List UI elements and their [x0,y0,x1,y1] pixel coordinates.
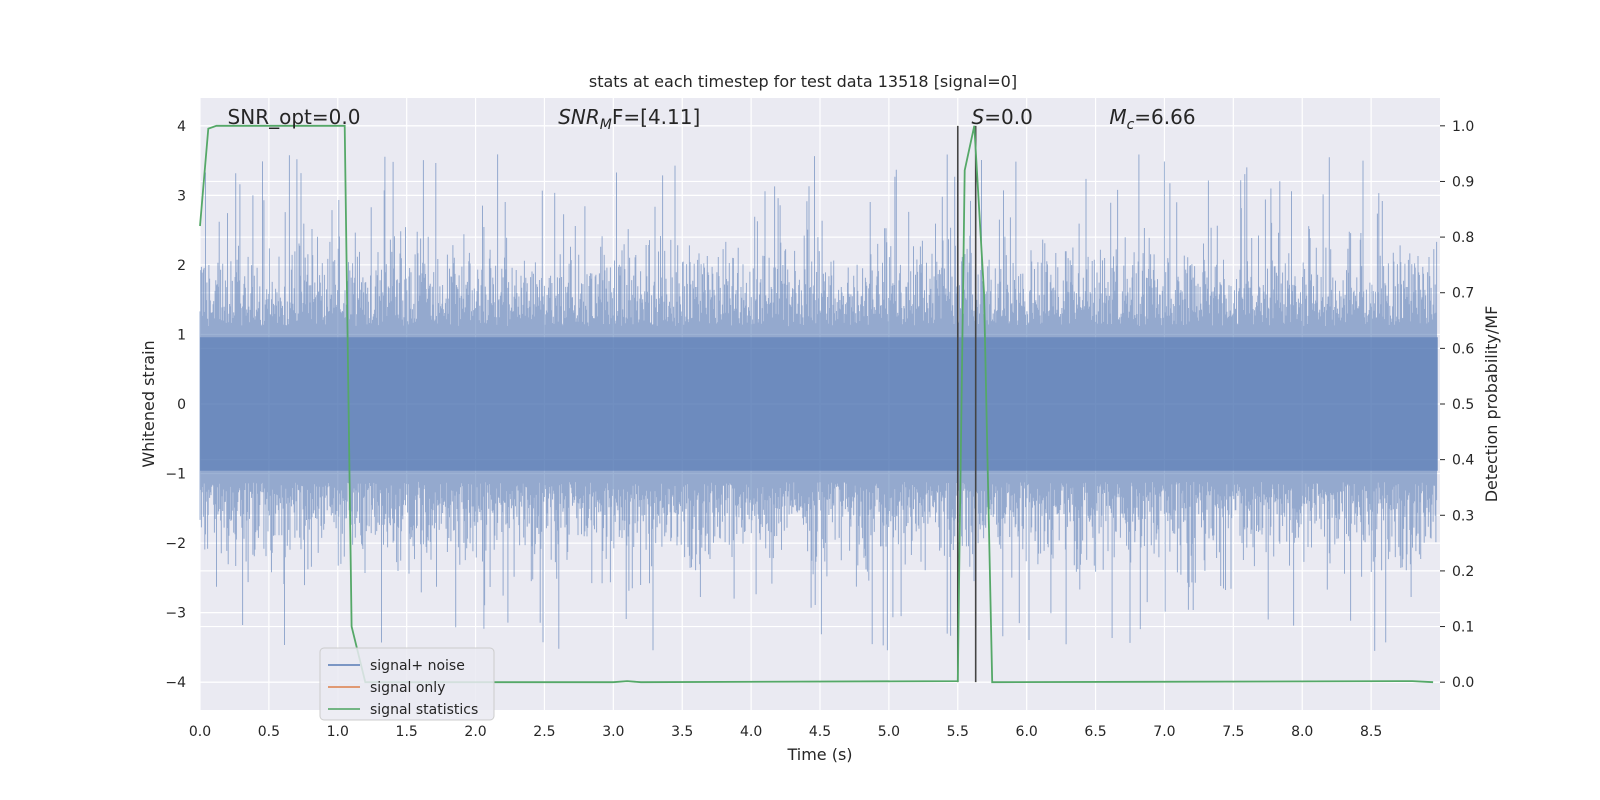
chart-title: stats at each timestep for test data 135… [589,72,1017,91]
right-y-tick-label: 0.1 [1452,620,1474,636]
noise-spikes [199,154,1438,651]
annotation: Mc=6.66 [1109,105,1195,133]
annotation: SNRMF=[4.11] [558,105,700,133]
y-tick-label: −1 [165,467,186,483]
legend-label: signal only [370,680,445,696]
annotations: SNR_opt=0.0 SNRMF=[4.11] S=0.0 Mc=6.66 [228,105,1196,133]
right-y-tick-labels: 1.0 0.9 0.8 0.7 0.6 0.5 0.4 0.3 0.2 0.1 0.0 [1440,119,1474,691]
signal-statistics-line [199,124,1434,684]
x-tick-label: 8.0 [1291,724,1313,740]
x-tick-label: 8.5 [1360,724,1382,740]
x-tick-label: 6.0 [1016,724,1038,740]
legend-label: signal+ noise [370,658,465,674]
right-y-tick-label: 0.0 [1452,675,1474,691]
x-tick-label: 1.5 [396,724,418,740]
right-y-tick-label: 0.6 [1452,341,1474,357]
x-tick-label: 5.5 [947,724,969,740]
right-y-tick-label: 0.2 [1452,564,1474,580]
y-tick-labels: 4 3 2 1 0 −1 −2 −3 −4 [165,119,186,691]
y-tick-label: 3 [177,188,186,204]
right-y-tick-label: 0.7 [1452,286,1474,302]
x-tick-label: 0.5 [258,724,280,740]
annotation: S=0.0 [972,105,1033,129]
y-tick-label: −3 [165,606,186,622]
y-tick-label: −4 [165,675,186,691]
x-tick-label: 2.5 [533,724,555,740]
x-tick-label: 3.5 [671,724,693,740]
x-tick-label: 7.5 [1222,724,1244,740]
y-tick-label: 0 [177,397,186,413]
right-y-tick-label: 0.9 [1452,174,1474,190]
x-tick-label: 7.0 [1153,724,1175,740]
series-signal-statistics [199,124,1434,684]
y-tick-label: 2 [177,258,186,274]
y-tick-label: 1 [177,327,186,343]
right-y-axis-label: Detection probability/MF [1482,306,1501,503]
x-tick-label: 2.0 [464,724,486,740]
x-tick-label: 1.0 [327,724,349,740]
legend-box [319,647,495,721]
x-tick-label: 4.5 [809,724,831,740]
marker-lines [956,125,977,683]
y-tick-label: 4 [177,119,186,135]
series-signal-noise [199,154,1438,651]
right-y-tick-label: 1.0 [1452,119,1474,135]
right-y-tick-label: 0.3 [1452,508,1474,524]
x-tick-labels: 0.0 0.5 1.0 1.5 2.0 2.5 3.0 3.5 4.0 4.5 5.0 5.5 6.0 6… [189,724,1382,740]
x-axis-label: Time (s) [786,745,852,764]
x-tick-label: 5.0 [878,724,900,740]
x-tick-label: 6.5 [1084,724,1106,740]
x-tick-label: 3.0 [602,724,624,740]
right-y-tick-label: 0.4 [1452,453,1474,469]
x-tick-label: 0.0 [189,724,211,740]
right-y-tick-label: 0.5 [1452,397,1474,413]
annotation: SNR_opt=0.0 [228,105,361,129]
y-tick-label: −2 [165,536,186,552]
legend: signal+ noise signal only signal statistic… [319,647,495,721]
right-y-tick-label: 0.8 [1452,230,1474,246]
x-tick-label: 4.0 [740,724,762,740]
legend-label: signal statistics [370,702,478,718]
y-axis-label: Whitened strain [139,340,158,467]
